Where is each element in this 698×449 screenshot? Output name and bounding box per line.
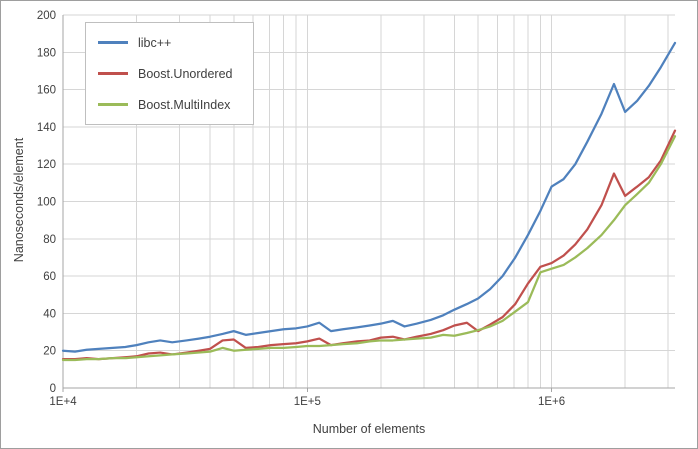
legend-line-swatch-boost-multiindex: [98, 103, 128, 106]
legend-line-swatch-libcpp: [98, 41, 128, 44]
legend-item-boost-unordered: Boost.Unordered: [98, 65, 233, 82]
svg-text:200: 200: [37, 10, 56, 22]
svg-text:0: 0: [50, 383, 56, 395]
y-axis-title: Nanoseconds/element: [12, 137, 26, 263]
svg-text:1E+5: 1E+5: [294, 396, 321, 408]
svg-text:1E+6: 1E+6: [538, 396, 565, 408]
svg-text:120: 120: [37, 159, 56, 171]
x-axis-title: Number of elements: [312, 422, 426, 436]
svg-text:20: 20: [43, 346, 56, 358]
legend-label-boost-multiindex: Boost.MultiIndex: [138, 97, 231, 112]
svg-text:160: 160: [37, 85, 56, 97]
svg-text:80: 80: [43, 234, 56, 246]
legend-item-libcpp: libc++: [98, 34, 233, 51]
legend-label-boost-unordered: Boost.Unordered: [138, 66, 233, 81]
svg-text:1E+4: 1E+4: [49, 396, 77, 408]
svg-text:140: 140: [37, 122, 56, 134]
svg-text:180: 180: [37, 47, 56, 59]
legend-item-boost-multiindex: Boost.MultiIndex: [98, 96, 233, 113]
svg-text:60: 60: [43, 271, 56, 283]
legend-label-libcpp: libc++: [138, 35, 172, 50]
legend: libc++ Boost.Unordered Boost.MultiIndex: [85, 22, 254, 125]
svg-text:100: 100: [37, 197, 56, 209]
svg-text:40: 40: [43, 308, 56, 320]
legend-line-swatch-boost-unordered: [98, 72, 128, 75]
